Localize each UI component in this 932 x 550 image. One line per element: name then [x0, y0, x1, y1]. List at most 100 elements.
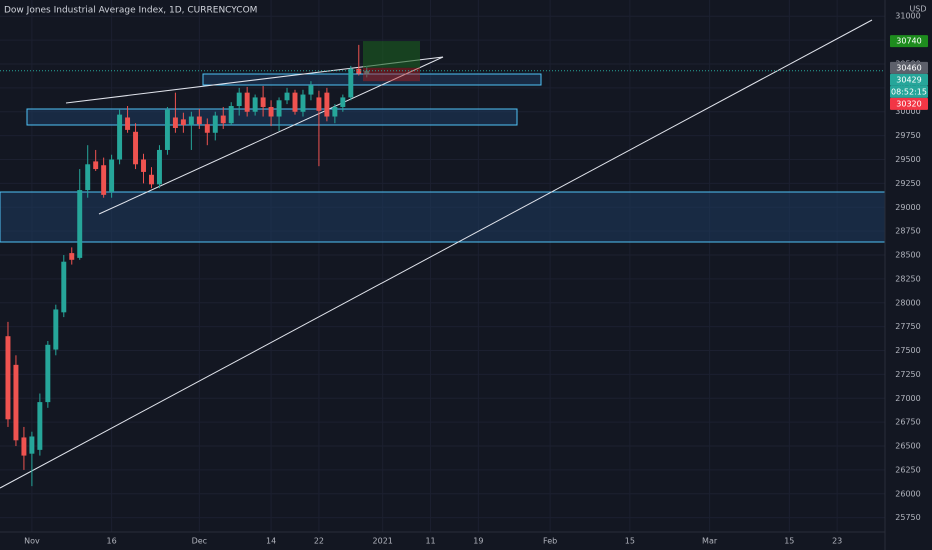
- y-tick-label: 30000: [895, 107, 920, 116]
- candle-body: [300, 94, 306, 112]
- x-tick-label: 15: [625, 537, 635, 546]
- candle-body: [308, 85, 314, 95]
- candles: [0, 41, 885, 487]
- candle-body: [69, 253, 75, 260]
- last-price-tag: [890, 73, 928, 86]
- candle-body: [228, 106, 234, 124]
- candle-body: [364, 70, 370, 74]
- candle-body: [133, 131, 139, 165]
- zone: [0, 191, 885, 243]
- countdown-label: 08:52:15: [891, 87, 927, 96]
- y-tick-label: 29750: [895, 131, 920, 140]
- candle-body: [212, 115, 218, 133]
- x-tick-label: 14: [266, 537, 276, 546]
- y-tick-label: 26000: [895, 489, 920, 498]
- candle-body: [93, 161, 99, 170]
- drawings: [0, 19, 885, 489]
- candle-body: [85, 164, 91, 191]
- x-tick-label: 23: [832, 537, 842, 546]
- entry-tag: [890, 61, 928, 74]
- y-tick-label: 31000: [895, 12, 920, 21]
- y-tick-label: 27000: [895, 394, 920, 403]
- candle-body: [284, 92, 290, 101]
- axes: 25750 26000 26250 26500 26750 27000 27250 27500…: [24, 12, 928, 546]
- candle-body: [196, 116, 202, 125]
- x-tick-label: 22: [314, 537, 324, 546]
- target-tag-label: 30740: [896, 37, 921, 46]
- candle-body: [37, 402, 43, 450]
- y-tick-label: 26250: [895, 465, 920, 474]
- countdown-tag: [890, 85, 928, 98]
- candle-body: [21, 437, 27, 456]
- candle-body: [324, 92, 330, 117]
- y-tick-label: 25750: [895, 513, 920, 522]
- last-price-tag-label: 30429: [896, 75, 921, 84]
- candle-body: [204, 124, 210, 133]
- x-tick-label: 16: [107, 537, 117, 546]
- candle-body: [260, 97, 266, 107]
- target-tag: [890, 35, 928, 48]
- y-tick-label: 26500: [895, 442, 920, 451]
- x-tick-label: 11: [425, 537, 435, 546]
- y-tick-label: 27500: [895, 346, 920, 355]
- candle-body: [141, 159, 146, 172]
- candle-body: [156, 149, 162, 185]
- y-tick-label: 26750: [895, 418, 920, 427]
- candle-body: [149, 174, 154, 185]
- trend-line: [98, 56, 444, 215]
- candle-body: [101, 165, 107, 195]
- x-tick-label: Nov: [24, 537, 40, 546]
- y-tick-label: 29000: [895, 203, 920, 212]
- candle-body: [109, 159, 115, 192]
- candle-body: [252, 97, 258, 112]
- grid: [0, 0, 885, 532]
- y-tick-label: 27750: [895, 322, 920, 331]
- profit-zone: [363, 41, 420, 68]
- candle-body: [125, 117, 131, 130]
- candle-body: [29, 436, 35, 454]
- candle-body: [53, 309, 59, 350]
- candle-body: [348, 68, 354, 98]
- y-tick-label: 28250: [895, 274, 920, 283]
- x-tick-label: Dec: [192, 537, 207, 546]
- x-tick-label: Feb: [543, 537, 557, 546]
- stop-tag: [890, 97, 928, 110]
- zone: [202, 73, 542, 86]
- entry-tag-label: 30460: [896, 63, 921, 72]
- loss-zone: [363, 67, 420, 82]
- currency-label: USD: [909, 5, 926, 14]
- y-tick-label: 28000: [895, 298, 920, 307]
- y-tick-label: 28750: [895, 227, 920, 236]
- candle-body: [13, 364, 19, 441]
- y-tick-label: 29500: [895, 155, 920, 164]
- stop-tag-label: 30320: [896, 99, 921, 108]
- y-tick-label: 28500: [895, 251, 920, 260]
- candle-body: [117, 114, 123, 160]
- candle-body: [172, 117, 178, 128]
- candle-body: [244, 92, 250, 112]
- candle-body: [276, 100, 282, 117]
- candle-body: [164, 109, 170, 150]
- trend-line: [0, 19, 873, 489]
- x-tick-label: 19: [473, 537, 483, 546]
- candle-body: [316, 97, 322, 111]
- candle-body: [292, 92, 298, 112]
- candle-body: [180, 119, 186, 126]
- x-tick-label: 15: [784, 537, 794, 546]
- candle-body: [332, 106, 338, 117]
- candle-body: [236, 92, 242, 107]
- chart-title: Dow Jones Industrial Average Index, 1D, …: [4, 6, 257, 16]
- candle-body: [356, 68, 362, 74]
- x-tick-label: Mar: [702, 537, 718, 546]
- candle-body: [61, 261, 67, 313]
- candle-body: [5, 336, 11, 420]
- candle-body: [340, 97, 346, 107]
- y-tick-label: 27250: [895, 370, 920, 379]
- candle-body: [45, 344, 51, 403]
- y-tick-label: 29250: [895, 179, 920, 188]
- candle-body: [188, 116, 194, 126]
- candle-body: [220, 115, 226, 124]
- candle-body: [268, 106, 274, 117]
- x-tick-label: 2021: [373, 537, 393, 546]
